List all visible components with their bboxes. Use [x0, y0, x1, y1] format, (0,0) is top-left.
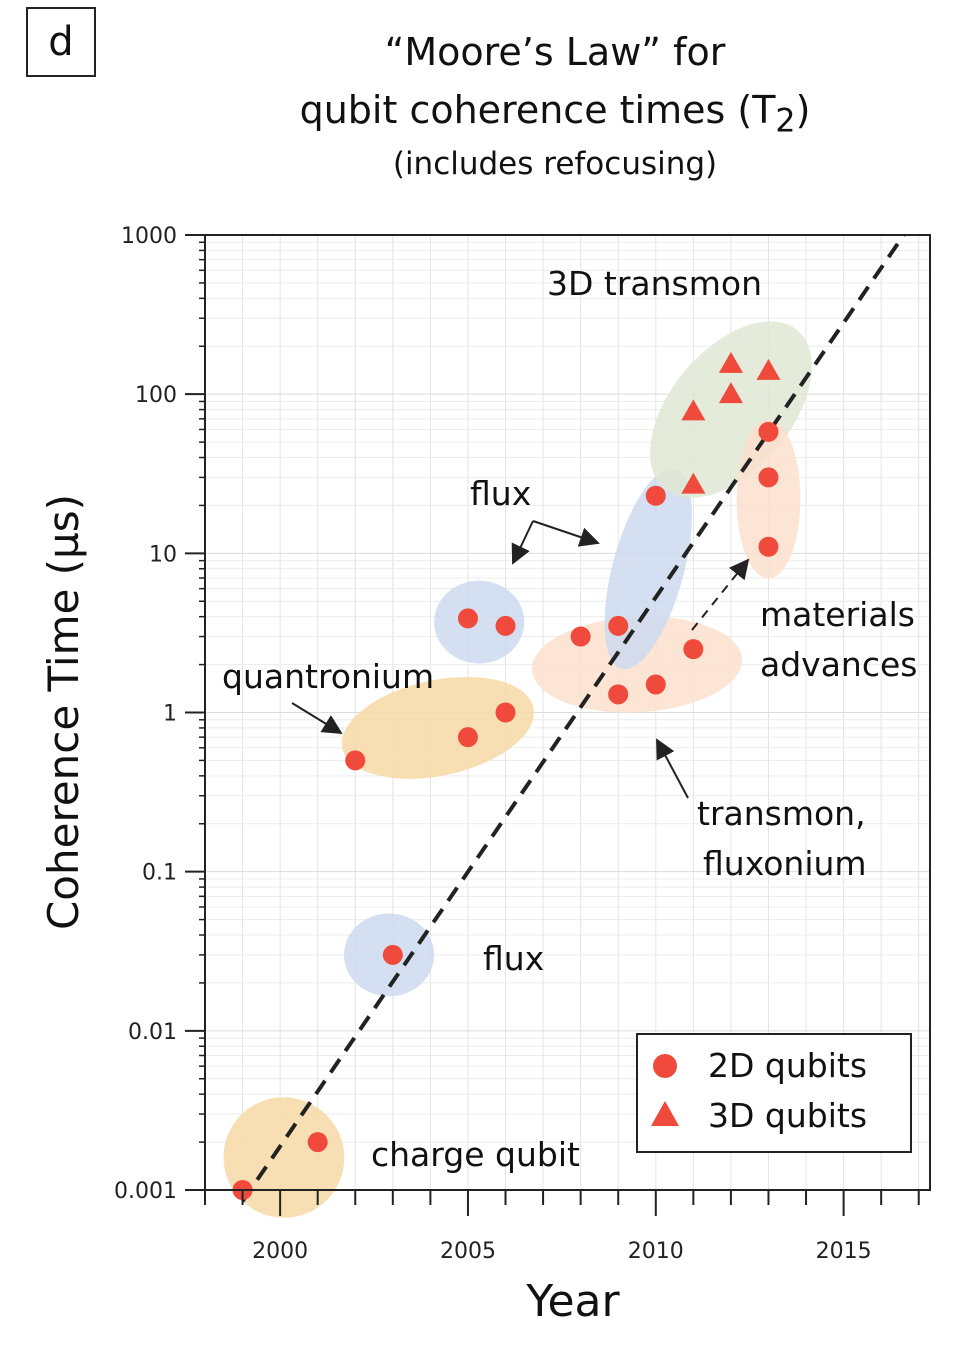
arrow-materials-advances [691, 558, 750, 631]
y-tick-label: 0.01 [128, 1020, 177, 1045]
legend: 2D qubits 3D qubits [636, 1033, 912, 1153]
x-tick-label: 2015 [816, 1239, 872, 1264]
y-tick-label: 10 [149, 542, 177, 567]
annotation-transmon: transmon, [697, 794, 866, 833]
y-axis-label: Coherence Time (µs) [39, 494, 88, 930]
data-point-2d [495, 702, 516, 723]
data-point-3d [681, 399, 706, 421]
x-tick-label: 2000 [252, 1239, 308, 1264]
legend-marker-2d [653, 1054, 677, 1078]
chart-title-line2-sub: 2 [775, 103, 796, 140]
arrow-quantronium [291, 702, 343, 735]
x-axis-label: Year [525, 1276, 620, 1327]
data-point-3d [718, 382, 743, 404]
data-point-2d [608, 684, 629, 705]
annotation-fluxonium: fluxonium [703, 844, 867, 883]
data-point-3d [756, 358, 781, 380]
x-tick-label: 2010 [628, 1239, 684, 1264]
data-point-2d [645, 485, 666, 506]
annotation-3d-transmon: 3D transmon [547, 264, 762, 303]
trend-line [240, 233, 906, 1203]
data-point-2d [495, 615, 516, 636]
data-point-2d [758, 536, 779, 557]
data-point-2d [457, 727, 478, 748]
group-ellipse [223, 1097, 345, 1218]
group-ellipse [341, 676, 534, 779]
legend-box [636, 1033, 912, 1153]
arrow-transmon [656, 738, 689, 799]
y-tick-label: 0.001 [114, 1179, 177, 1204]
legend-label-2d: 2D qubits [708, 1046, 867, 1085]
data-point-2d [608, 615, 629, 636]
annotation-materials: materials [760, 595, 915, 634]
data-point-2d [345, 750, 366, 771]
annotation-quantronium: quantronium [222, 657, 434, 696]
axes: 2000 2005 2010 2015 0.001 0.01 0.1 1 10 100 1000 [114, 224, 931, 1264]
chart-title-line2-end: ) [795, 88, 811, 132]
group-ellipse [434, 580, 525, 664]
panel-label: d [26, 7, 96, 77]
legend-label-3d: 3D qubits [708, 1096, 867, 1135]
chart-title-line2-main: qubit coherence times (T [299, 88, 776, 132]
y-tick-label: 0.1 [142, 861, 177, 886]
data-point-2d [382, 944, 403, 965]
data-point-2d [570, 626, 591, 647]
annotation-flux-upper: flux [470, 474, 531, 513]
arrow-flux-right [532, 520, 600, 547]
data-point-2d [457, 608, 478, 629]
data-point-3d [718, 351, 743, 373]
annotation-flux-lower: flux [483, 939, 544, 978]
data-point-2d [683, 639, 704, 660]
data-point-2d [307, 1132, 328, 1153]
chart-subtitle: (includes refocusing) [392, 146, 718, 182]
data-point-3d [681, 472, 706, 494]
trend-line-layer [240, 233, 906, 1203]
group-ellipse [604, 468, 692, 670]
arrow-flux-left [511, 520, 534, 565]
x-tick-label: 2005 [440, 1239, 496, 1264]
annotation-advances: advances [760, 645, 917, 684]
data-point-2d [758, 421, 779, 442]
data-point-2d [758, 467, 779, 488]
y-tick-label: 1000 [121, 224, 177, 249]
chart-title-line1: “Moore’s Law” for [384, 30, 726, 74]
data-point-2d [645, 674, 666, 695]
annotation-charge-qubit: charge qubit [371, 1135, 580, 1174]
y-tick-label: 1 [163, 702, 177, 727]
annotations: 3D transmon flux quantronium materials a… [222, 264, 917, 1174]
y-tick-label: 100 [135, 383, 177, 408]
chart-title-line2: qubit coherence times (T2) [250, 88, 860, 140]
data-points [232, 351, 781, 1200]
legend-marker-3d [651, 1101, 679, 1126]
group-ellipse [736, 419, 801, 579]
